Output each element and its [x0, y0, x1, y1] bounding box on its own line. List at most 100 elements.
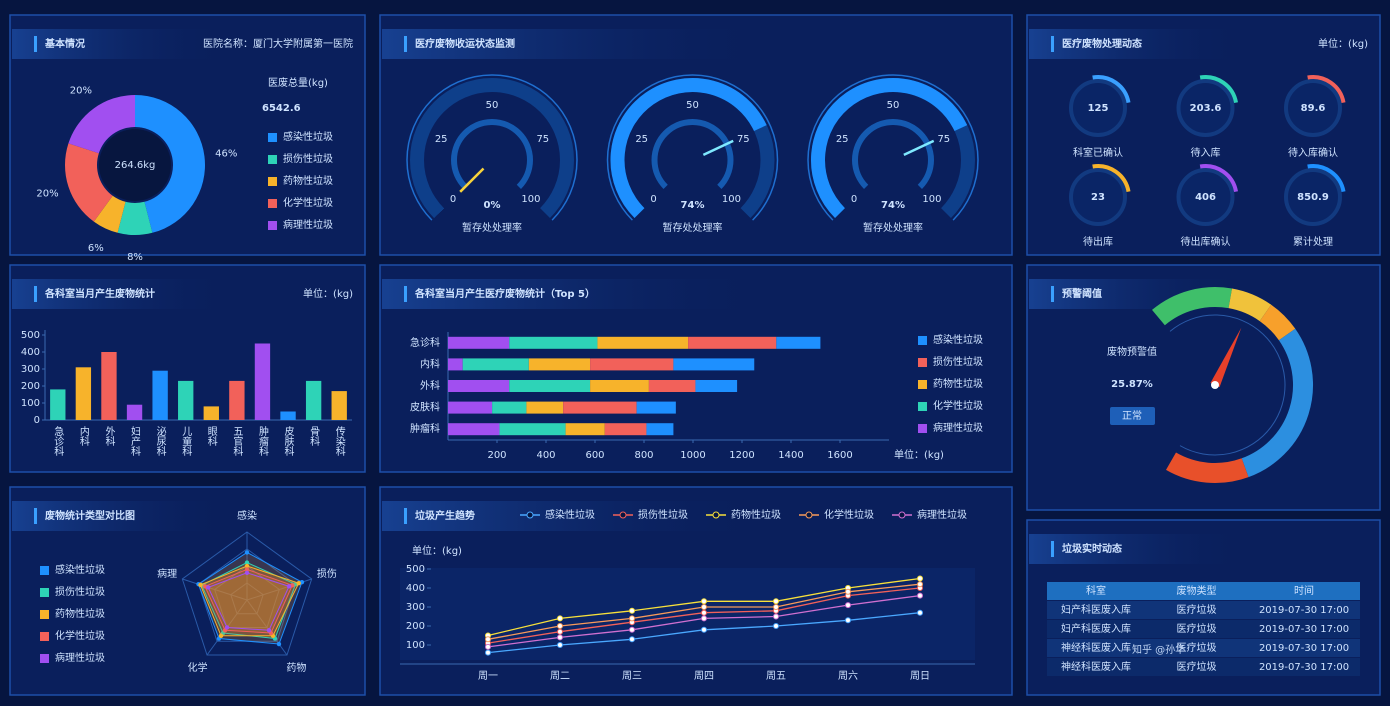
series-point	[773, 598, 779, 605]
stat-value: 203.6	[1190, 103, 1222, 114]
donut-center	[99, 129, 171, 201]
stat-label: 待入库确认	[1288, 146, 1338, 159]
gauge-value-arc	[811, 78, 968, 218]
stat-ring-accent	[1307, 75, 1346, 104]
panel-header	[382, 501, 762, 531]
bar-segment	[448, 358, 463, 371]
legend-label: 化学性垃圾	[55, 629, 105, 642]
series-point	[773, 613, 779, 620]
gauge-tick-label: 25	[635, 134, 648, 145]
series-point	[557, 642, 563, 648]
table-cell: 医疗垃圾	[1177, 622, 1217, 635]
legend-marker	[805, 511, 813, 519]
table-row	[1047, 620, 1360, 638]
bar-segment	[604, 423, 647, 436]
bar-segment	[688, 336, 777, 349]
y-axis-label: 单位：(kg)	[412, 544, 462, 557]
radar-area	[204, 568, 293, 634]
stat-ring-accent	[1199, 75, 1238, 104]
bar-segment	[646, 423, 674, 436]
table-header-cell: 科室	[1086, 584, 1106, 597]
legend-label: 感染性垃圾	[283, 130, 333, 143]
series-point	[629, 636, 635, 643]
unit: 单位：(kg)	[1318, 37, 1368, 50]
x-tick-label: 周三	[622, 670, 642, 682]
gauge-value: 74%	[681, 200, 705, 211]
panel-title: 基本情况	[44, 37, 85, 50]
title-marker	[1051, 36, 1054, 52]
bar	[305, 380, 322, 420]
gauge-tick-label: 75	[536, 134, 549, 145]
dial-value: 25.87%	[1111, 379, 1153, 390]
stat-value: 406	[1195, 192, 1216, 203]
stat-label: 科室已确认	[1073, 146, 1123, 159]
title-marker	[404, 286, 407, 302]
gauge-outline	[406, 74, 578, 221]
radar-point	[224, 625, 230, 630]
bar-segment	[648, 380, 696, 392]
gauge-track	[410, 78, 574, 218]
bar-segment	[448, 336, 510, 349]
dial-zone	[1152, 287, 1233, 326]
y-tick-label: 内科	[420, 357, 440, 370]
legend-label: 损伤性垃圾	[933, 355, 983, 368]
y-tick-label: 100	[21, 398, 40, 409]
gauge-label: 暂存处处理率	[462, 221, 522, 234]
stat-label: 待出库确认	[1181, 235, 1231, 248]
legend-swatch	[40, 588, 49, 597]
slice-label: 8%	[127, 252, 143, 263]
status-label: 正常	[1122, 409, 1142, 422]
y-tick-label: 肿瘤科	[410, 422, 440, 435]
bar-segment	[590, 380, 649, 392]
table-cell: 妇产科医废入库	[1061, 622, 1131, 635]
legend-marker	[898, 511, 906, 519]
gauge-tick-label: 0	[650, 194, 656, 205]
legend-label: 感染性垃圾	[933, 333, 983, 346]
bar-segment	[509, 336, 598, 349]
title-marker	[34, 286, 37, 302]
gauge-value: 0%	[484, 200, 501, 211]
stat-value: 89.6	[1301, 103, 1326, 114]
dial-zone	[1241, 328, 1313, 478]
panel-title: 垃圾实时动态	[1062, 542, 1122, 555]
center-label: 264.6kg	[115, 160, 156, 171]
gauge-tick-label: 0	[450, 194, 456, 205]
table-cell: 神经科医废入库	[1061, 660, 1131, 673]
stat-ring	[1176, 168, 1235, 226]
legend-label: 损伤性垃圾	[55, 585, 105, 598]
title-marker	[1051, 286, 1054, 302]
x-tick-label: 周五	[766, 670, 786, 682]
panel-title: 垃圾产生趋势	[415, 509, 475, 522]
panel-header	[382, 29, 762, 59]
series-point	[917, 581, 923, 588]
total-label: 医废总量(kg)	[268, 76, 328, 89]
x-tick-label: 皮肤科	[282, 425, 294, 457]
table-row	[1047, 601, 1360, 619]
x-tick-label: 周四	[694, 670, 714, 682]
x-tick-label: 五官科	[231, 426, 243, 457]
bar	[229, 380, 245, 420]
gauge-tick-label: 50	[486, 100, 499, 111]
bar-segment	[462, 358, 529, 371]
stat-ring	[1284, 79, 1342, 137]
table-cell: 医疗垃圾	[1177, 660, 1217, 673]
bar-segment	[448, 401, 493, 414]
x-tick-label: 内科	[77, 425, 89, 447]
y-tick-label: 400	[21, 347, 40, 358]
gauge-tick-label: 0	[851, 194, 857, 205]
table-cell: 医疗垃圾	[1177, 641, 1217, 654]
x-tick-label: 1600	[827, 450, 852, 461]
x-axis-label: 单位：(kg)	[894, 448, 944, 461]
x-tick-label: 1400	[778, 450, 803, 461]
dial-hub	[1211, 381, 1219, 389]
series-point	[557, 634, 563, 641]
radar-point	[276, 641, 282, 647]
stat-ring	[1069, 168, 1127, 226]
bar	[50, 389, 66, 420]
x-tick-label: 外科	[103, 426, 115, 447]
x-tick-label: 肿瘤科	[256, 425, 268, 457]
bar-segment	[509, 380, 591, 392]
legend-label: 药物性垃圾	[55, 607, 105, 620]
series-point	[485, 643, 491, 650]
